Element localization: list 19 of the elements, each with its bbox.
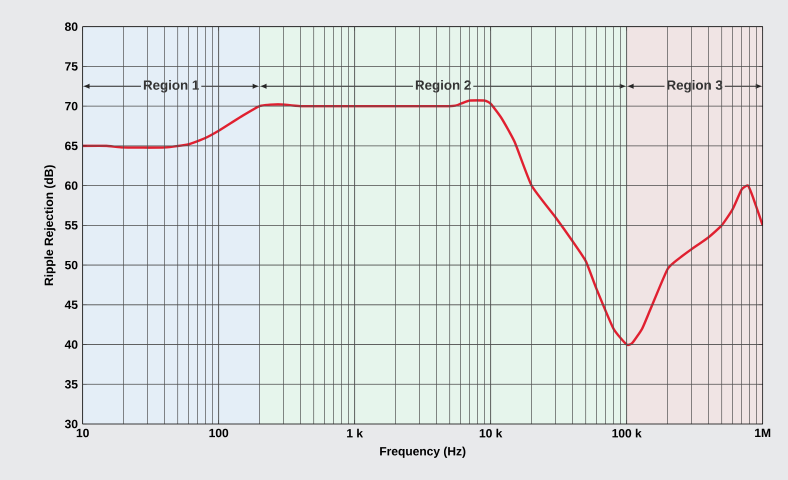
y-tick-label: 35 <box>64 380 78 389</box>
y-tick-label: 80 <box>64 22 78 31</box>
y-tick-label: 65 <box>65 142 78 150</box>
x-tick-label: 100 k <box>612 428 642 438</box>
x-tick-label: 100 <box>209 428 228 438</box>
y-tick-label: 55 <box>64 221 78 230</box>
y-tick-label: 45 <box>64 300 78 309</box>
y-tick-label: 30 <box>64 420 78 428</box>
x-axis-title: Frequency (Hz) <box>380 446 466 458</box>
x-tick-label: 1M <box>755 428 770 437</box>
x-tick-label: 1 k <box>347 428 364 438</box>
y-tick-label: 75 <box>65 62 78 71</box>
y-axis-title: Ripple Rejection (dB) <box>44 165 56 286</box>
y-tick-label: 60 <box>65 181 78 190</box>
x-tick-label: 10 <box>76 428 89 438</box>
y-tick-label: 70 <box>65 102 78 110</box>
y-tick-label: 50 <box>64 260 78 270</box>
x-tick-label: 10 k <box>480 428 502 438</box>
y-tick-label: 40 <box>64 340 78 349</box>
